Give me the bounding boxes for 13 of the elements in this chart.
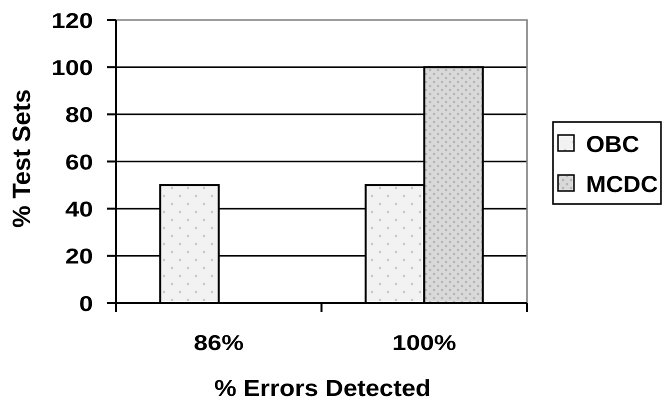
- legend-label: MCDC: [586, 171, 658, 197]
- y-tick-label: 120: [51, 8, 93, 32]
- y-tick-label: 40: [65, 197, 93, 222]
- y-tick-label: 0: [79, 291, 93, 316]
- y-axis-title: % Test Sets: [8, 89, 36, 228]
- y-tick-label: 100: [51, 56, 93, 80]
- y-tick-label: 20: [65, 244, 93, 268]
- y-tick-label: 80: [65, 102, 93, 127]
- y-tick-label: 60: [65, 150, 93, 174]
- x-axis-title: % Errors Detected: [214, 376, 431, 402]
- legend-label: OBC: [586, 131, 640, 157]
- x-tick-label: 100%: [392, 330, 456, 355]
- x-tick-label: 86%: [194, 330, 244, 355]
